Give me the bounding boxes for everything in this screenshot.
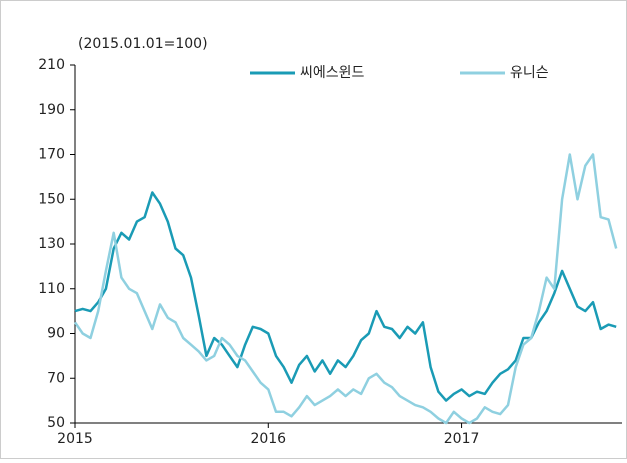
y-tick-label: 210 <box>38 57 65 73</box>
x-tick-label: 2017 <box>444 431 480 447</box>
y-tick-label: 190 <box>38 102 65 118</box>
legend-label: 씨에스윈드 <box>300 65 365 81</box>
line-series <box>73 153 618 425</box>
legend-label: 유니슨 <box>510 65 549 81</box>
line-series <box>74 191 617 402</box>
chart-subtitle: (2015.01.01=100) <box>78 36 208 52</box>
x-tick-label: 2016 <box>250 431 286 447</box>
y-tick-label: 110 <box>38 281 65 297</box>
y-tick-label: 130 <box>38 236 65 252</box>
y-tick-label: 150 <box>38 191 65 207</box>
y-tick-label: 170 <box>38 147 65 163</box>
x-tick-label: 2015 <box>57 431 93 447</box>
y-tick-label: 90 <box>47 326 65 342</box>
y-tick-label: 70 <box>47 370 65 386</box>
y-tick-label: 50 <box>47 415 65 431</box>
